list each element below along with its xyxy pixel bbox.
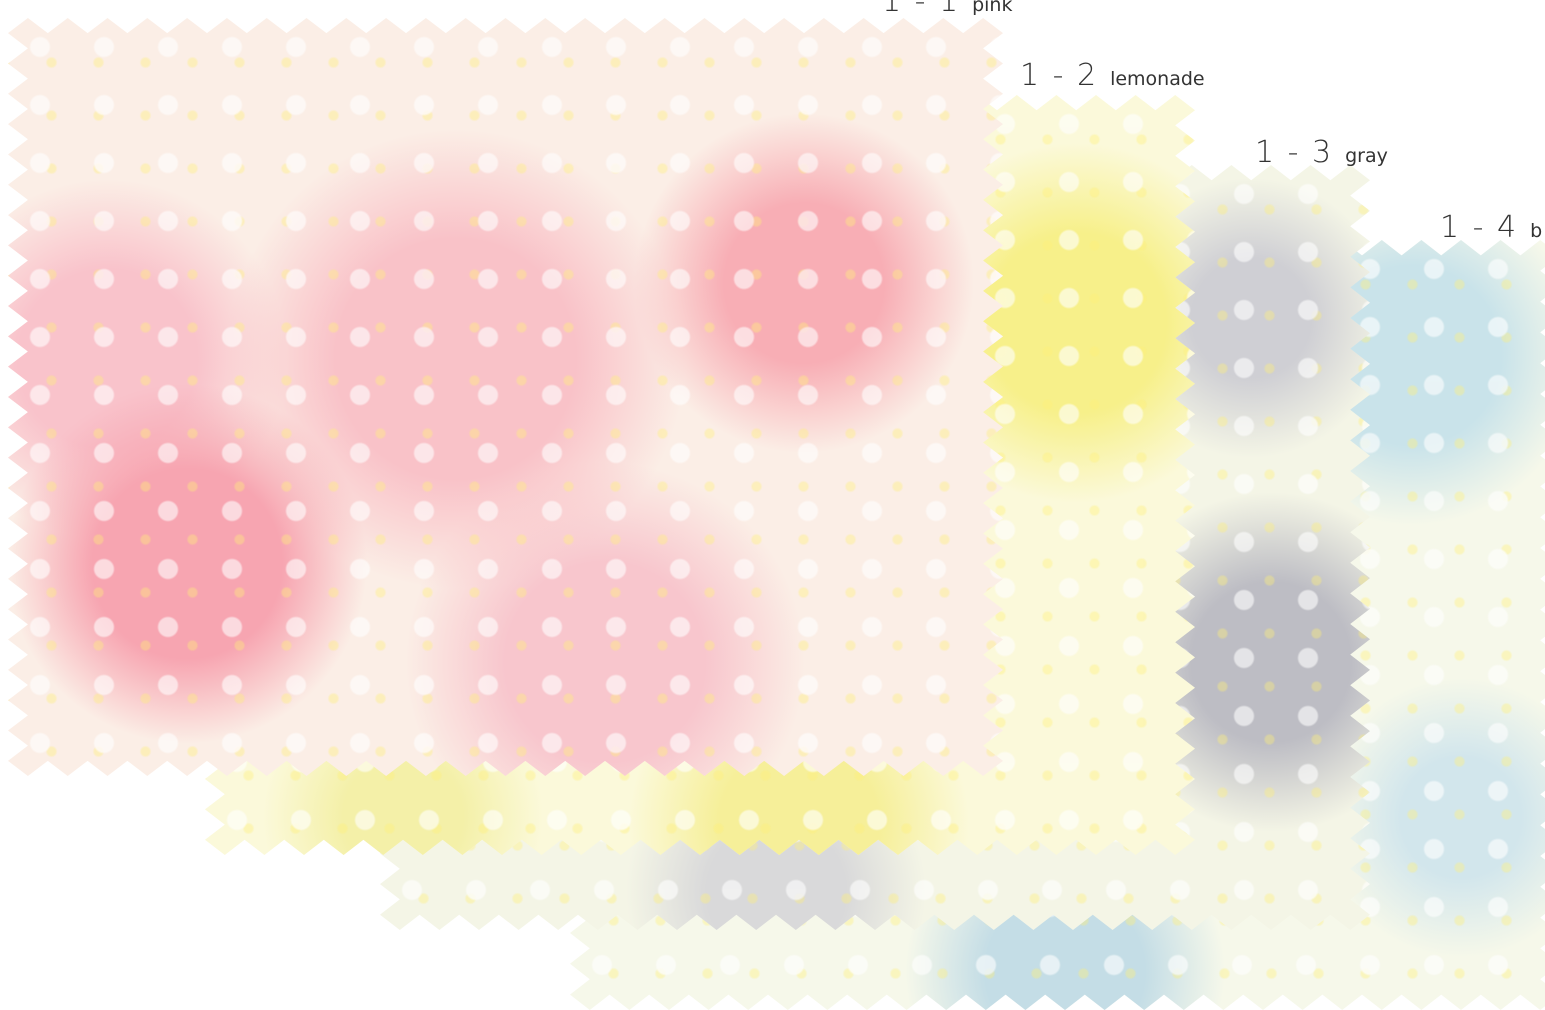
swatch-label-1: 1 - 1 pink: [882, 0, 1012, 19]
swatch-color-name: b: [1530, 220, 1543, 242]
swatch-number: 1 - 3: [1255, 135, 1334, 170]
swatch-color-name: gray: [1345, 145, 1388, 167]
swatch-number: 1 - 4: [1440, 210, 1519, 245]
fabric-swatch-pink: [8, 18, 1003, 776]
swatch-label-2: 1 - 2 lemonade: [1020, 58, 1205, 93]
swatch-color-name: lemonade: [1110, 68, 1205, 90]
swatch-number: 1 - 2: [1020, 58, 1099, 93]
swatch-number: 1 - 1: [882, 0, 961, 19]
swatch-color-name: pink: [972, 0, 1013, 16]
swatch-label-3: 1 - 3 gray: [1255, 135, 1388, 170]
swatch-label-4: 1 - 4 b: [1440, 210, 1542, 245]
